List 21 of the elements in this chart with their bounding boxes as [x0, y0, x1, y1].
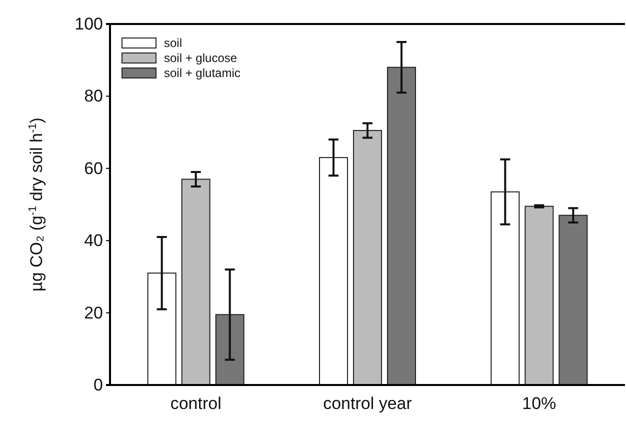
bar	[147, 272, 176, 386]
legend-label: soil	[164, 36, 182, 50]
x-tick-label: control year	[323, 394, 412, 414]
y-tick-label: 80	[84, 86, 103, 106]
bar	[319, 157, 348, 386]
y-tick-label: 60	[84, 158, 103, 178]
bar	[524, 206, 554, 386]
x-tick-label: control	[170, 394, 222, 414]
bar	[215, 314, 244, 386]
y-tick-label: 20	[84, 303, 103, 322]
legend-label: soil + glutamic	[164, 66, 240, 80]
bar	[558, 214, 588, 386]
y-tick-label: 0	[94, 375, 103, 394]
bar	[353, 130, 382, 386]
legend-label: soil + glucose	[164, 51, 238, 65]
bar	[387, 66, 416, 386]
bar	[181, 178, 210, 386]
x-tick-label: 10%	[522, 394, 556, 414]
bar	[490, 191, 520, 386]
y-tick-label: 100	[74, 14, 103, 34]
y-tick-label: 40	[84, 231, 103, 250]
